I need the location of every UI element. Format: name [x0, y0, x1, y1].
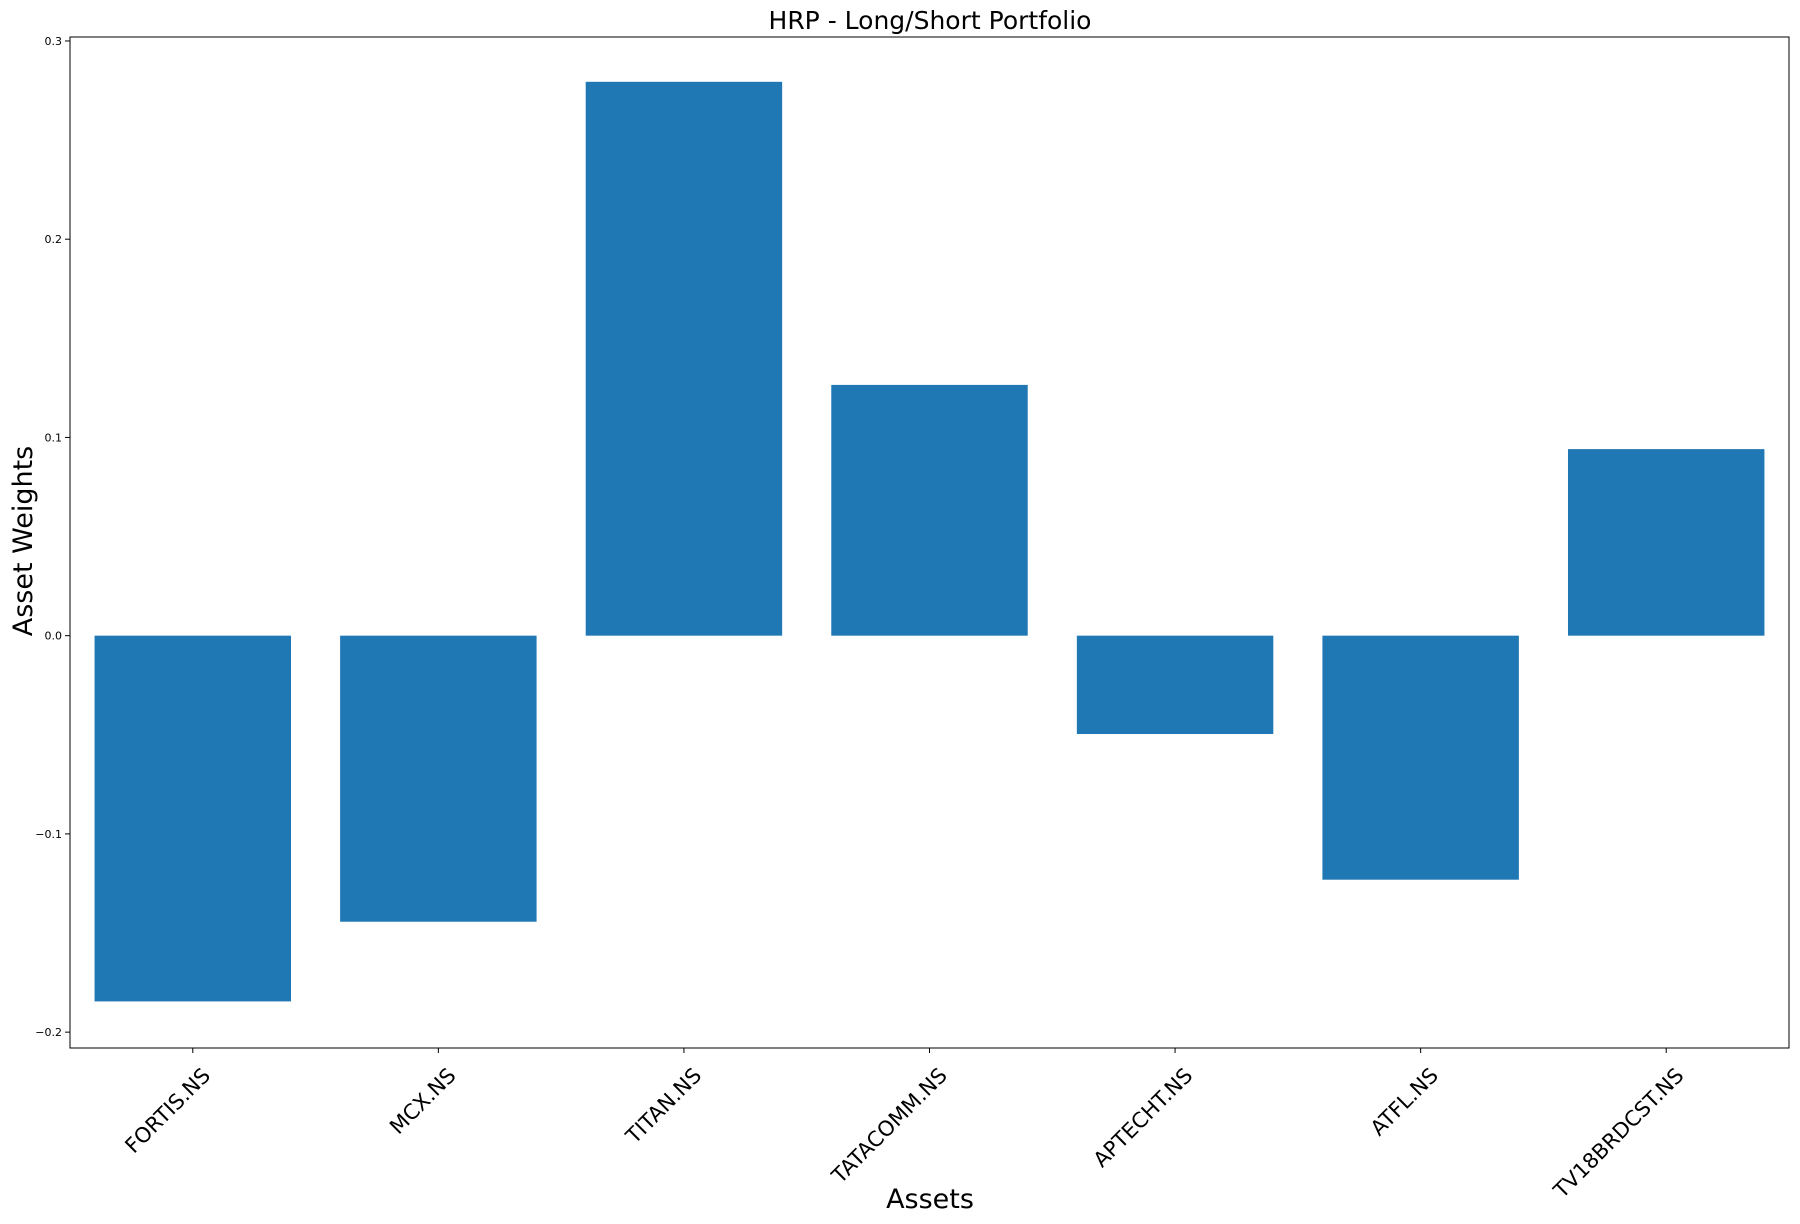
y-axis-label: Asset Weights — [8, 446, 39, 637]
x-tick-label: TITAN.NS — [621, 1063, 707, 1149]
y-tick-label: 0.2 — [45, 233, 63, 246]
x-tick-label: TATACOMM.NS — [826, 1063, 951, 1188]
x-tick-label: ATFL.NS — [1366, 1063, 1443, 1140]
chart-title: HRP - Long/Short Portfolio — [769, 6, 1092, 35]
y-tick-label: −0.1 — [35, 828, 62, 841]
x-axis-ticks: FORTIS.NS MCX.NS TITAN.NS TATACOMM.NS APTECH… — [120, 1048, 1689, 1203]
y-tick-label: 0.3 — [45, 35, 63, 48]
bars-group — [94, 81, 1765, 1002]
x-axis-label: Assets — [886, 1184, 974, 1215]
bar-aptecht-ns — [1076, 635, 1274, 734]
y-tick-label: 0.0 — [45, 630, 63, 643]
bar-mcx-ns — [340, 635, 537, 922]
y-tick-label: 0.1 — [45, 431, 63, 444]
bar-tv18brdcst-ns — [1567, 449, 1765, 636]
x-tick-label: MCX.NS — [385, 1063, 461, 1139]
x-tick-label: FORTIS.NS — [120, 1063, 215, 1158]
bar-tatacomm-ns — [831, 384, 1028, 636]
y-tick-label: −0.2 — [35, 1026, 62, 1039]
y-axis-ticks: −0.2 −0.1 0.0 0.1 0.2 0.3 — [35, 35, 70, 1039]
bar-titan-ns — [585, 81, 783, 636]
bar-fortis-ns — [94, 635, 292, 1002]
bar-atfl-ns — [1322, 635, 1519, 880]
plot-frame — [69, 36, 1790, 1049]
x-tick-label: TV18BRDCST.NS — [1548, 1063, 1688, 1203]
x-tick-label: APTECHT.NS — [1089, 1063, 1198, 1172]
